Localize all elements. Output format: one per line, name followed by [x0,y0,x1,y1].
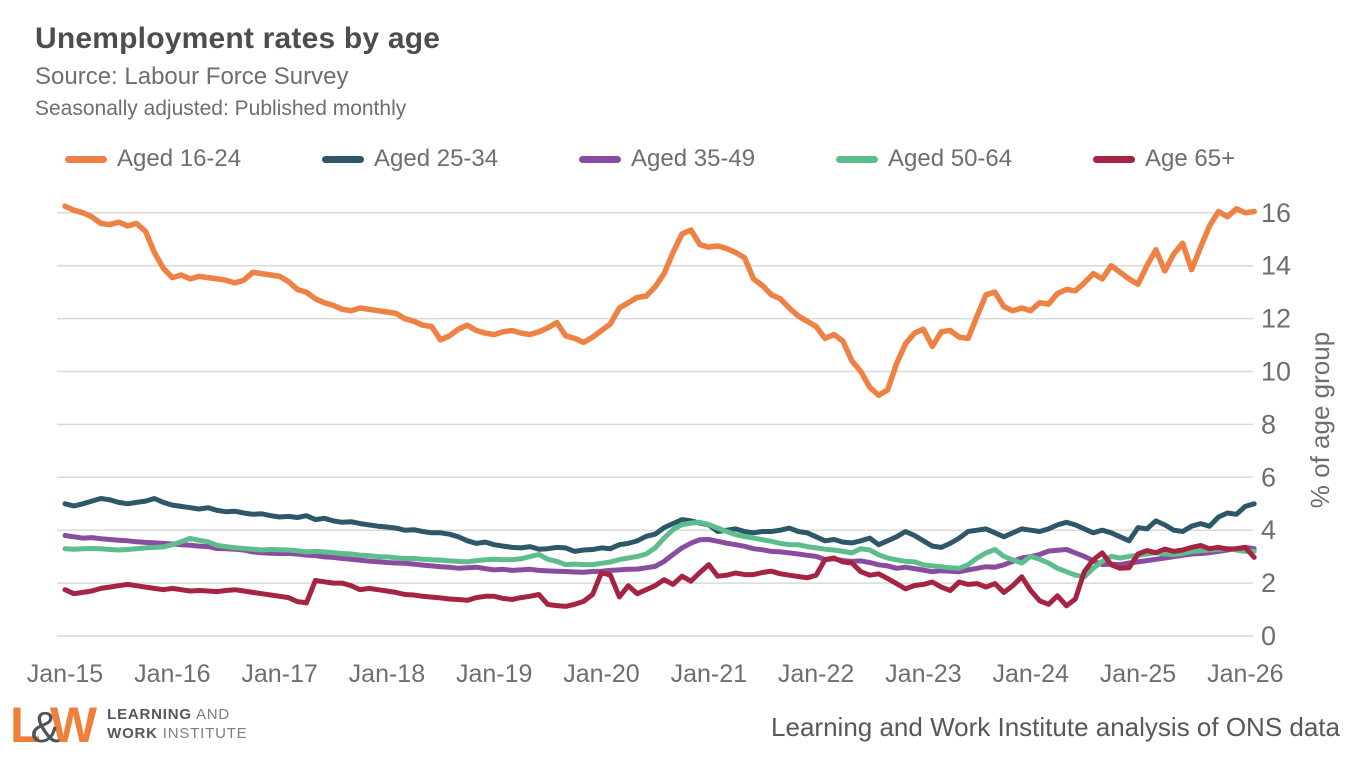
logo-line2-bold: WORK [107,725,158,742]
chart-svg: 0 2 4 6 8 10 12 14 16 % of age group Jan-15 Jan-16 J… [27,198,1335,688]
series-line-age-65- [62,543,1257,609]
frequency-subtitle: Seasonally adjusted: Published monthly [35,97,407,120]
x-tick-label-Jan-22: Jan-22 [778,660,854,688]
legend-item-age-65plus: Age 65+ [1093,145,1235,173]
page-title: Unemployment rates by age [35,22,441,55]
y-tick-label-2: 2 [1261,568,1276,598]
chart-legend: Aged 16-24 Aged 25-34 Aged 35-49 Aged 50… [65,145,1235,173]
source-subtitle: Source: Labour Force Survey [35,63,349,90]
legend-swatch-icon [1093,155,1135,163]
legend-label: Aged 16-24 [117,145,242,172]
x-tick-label-Jan-20: Jan-20 [563,660,639,688]
lw-logo: L & W LEARNING AND WORK INSTITUTE [10,700,247,750]
legend-swatch-icon [836,155,878,163]
legend-item-aged-50-64: Aged 50-64 [836,145,1093,173]
y-tick-label-8: 8 [1261,409,1276,439]
logo-line1-rest: AND [195,706,231,724]
legend-swatch-icon [579,155,621,163]
x-tick-label-Jan-16: Jan-16 [134,660,210,688]
legend-item-aged-35-49: Aged 35-49 [579,145,836,173]
x-tick-label-Jan-23: Jan-23 [885,660,961,688]
series-line-aged-16-24 [62,203,1257,399]
logo-ampersand: & [30,703,60,752]
x-tick-label-Jan-18: Jan-18 [349,660,425,688]
legend-item-aged-16-24: Aged 16-24 [65,145,322,173]
series-line-aged-35-49 [62,533,1257,575]
y-tick-label-14: 14 [1261,251,1291,281]
logo-letter-w: W [49,697,97,753]
x-tick-label-Jan-24: Jan-24 [992,660,1069,688]
lw-logo-mark: L & W [10,697,97,753]
legend-label: Aged 35-49 [631,145,756,172]
x-tick-label-Jan-26: Jan-26 [1207,660,1283,688]
lw-logo-text: LEARNING AND WORK INSTITUTE [107,706,247,744]
x-tick-label-Jan-19: Jan-19 [456,660,532,688]
legend-label: Aged 25-34 [374,145,499,172]
legend-item-aged-25-34: Aged 25-34 [322,145,579,173]
logo-line2-rest: INSTITUTE [162,725,248,742]
y-tick-label-16: 16 [1261,198,1291,228]
logo-line1-bold: LEARNING [107,706,192,724]
attribution-text: Learning and Work Institute analysis of … [771,712,1340,742]
legend-label: Age 65+ [1145,145,1236,172]
x-tick-label-Jan-21: Jan-21 [671,660,747,688]
x-tick-label-Jan-17: Jan-17 [241,660,317,688]
y-tick-label-10: 10 [1261,357,1291,387]
y-tick-label-6: 6 [1261,462,1276,492]
x-tick-label-Jan-25: Jan-25 [1100,660,1176,688]
legend-swatch-icon [65,155,107,163]
legend-swatch-icon [322,155,364,163]
series-line-aged-25-34 [62,496,1257,554]
y-tick-label-0: 0 [1261,621,1276,651]
legend-label: Aged 50-64 [888,145,1013,172]
logo-letter-l: L [10,697,41,753]
y-tick-label-4: 4 [1261,515,1276,545]
x-tick-label-Jan-15: Jan-15 [27,660,103,688]
series-line-aged-50-64 [62,519,1257,580]
chart-header: Unemployment rates by age Source: Labour… [35,22,440,121]
y-tick-label-12: 12 [1261,304,1291,334]
y-axis-title: % of age group [1305,332,1335,508]
